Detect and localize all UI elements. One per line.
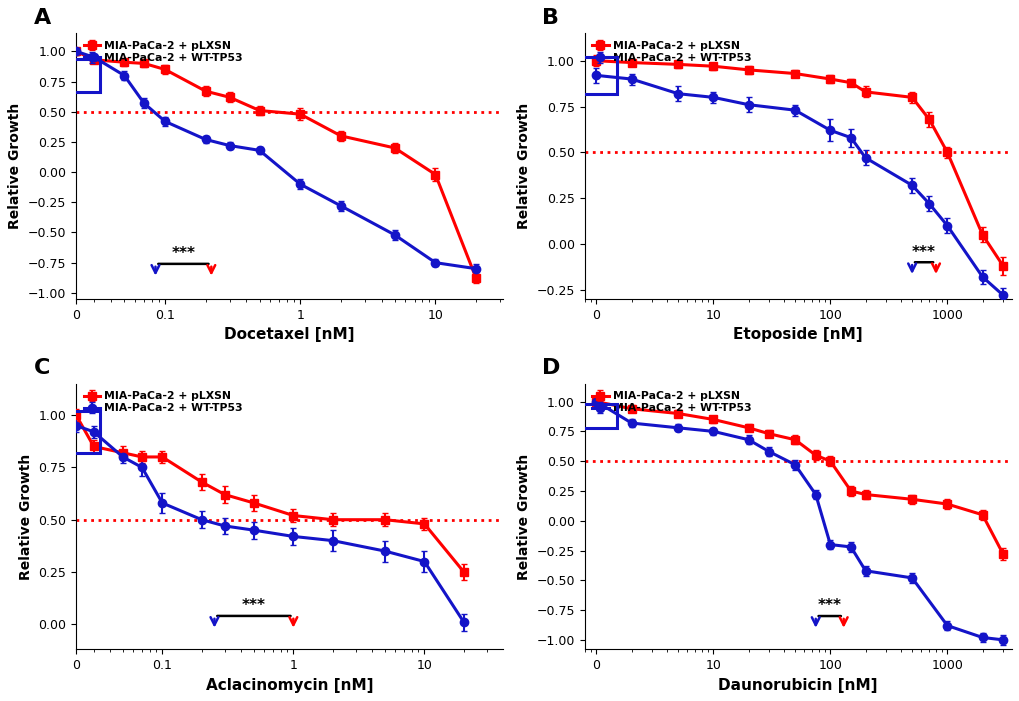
Text: ***: *** (171, 246, 196, 261)
Text: A: A (34, 8, 51, 28)
Legend: MIA-PaCa-2 + pLXSN, MIA-PaCa-2 + WT-TP53: MIA-PaCa-2 + pLXSN, MIA-PaCa-2 + WT-TP53 (590, 389, 753, 416)
Y-axis label: Relative Growth: Relative Growth (517, 103, 531, 229)
Text: ***: *** (817, 599, 841, 613)
X-axis label: Etoposide [nM]: Etoposide [nM] (733, 327, 862, 342)
X-axis label: Daunorubicin [nM]: Daunorubicin [nM] (717, 678, 877, 693)
Bar (575, 404, 616, 428)
Text: B: B (541, 8, 558, 28)
Bar (52, 411, 100, 453)
Y-axis label: Relative Growth: Relative Growth (517, 454, 531, 580)
X-axis label: Aclacinomycin [nM]: Aclacinomycin [nM] (206, 678, 373, 693)
Text: D: D (541, 358, 559, 379)
Text: ***: *** (242, 598, 266, 613)
Legend: MIA-PaCa-2 + pLXSN, MIA-PaCa-2 + WT-TP53: MIA-PaCa-2 + pLXSN, MIA-PaCa-2 + WT-TP53 (82, 39, 245, 65)
X-axis label: Docetaxel [nM]: Docetaxel [nM] (224, 327, 355, 342)
Legend: MIA-PaCa-2 + pLXSN, MIA-PaCa-2 + WT-TP53: MIA-PaCa-2 + pLXSN, MIA-PaCa-2 + WT-TP53 (82, 389, 245, 416)
Legend: MIA-PaCa-2 + pLXSN, MIA-PaCa-2 + WT-TP53: MIA-PaCa-2 + pLXSN, MIA-PaCa-2 + WT-TP53 (590, 39, 753, 65)
Text: C: C (34, 358, 50, 379)
Bar (575, 57, 616, 94)
Y-axis label: Relative Growth: Relative Growth (8, 103, 22, 229)
Bar (52, 59, 100, 93)
Y-axis label: Relative Growth: Relative Growth (18, 454, 33, 580)
Text: ***: *** (911, 245, 935, 259)
